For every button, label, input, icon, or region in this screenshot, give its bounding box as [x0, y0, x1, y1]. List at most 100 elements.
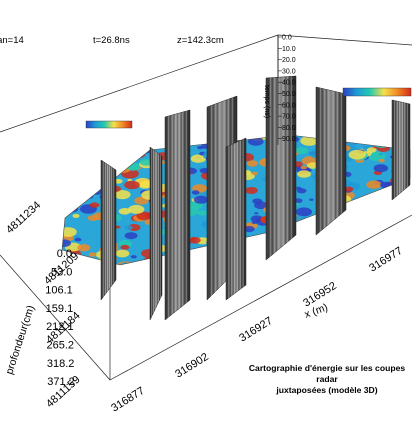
energy-patch: [115, 249, 130, 258]
energy-patch: [295, 147, 309, 155]
energy-patch: [248, 258, 261, 265]
energy-patch: [77, 200, 84, 204]
energy-patch: [80, 171, 90, 177]
energy-patch: [80, 178, 91, 185]
energy-patch: [359, 131, 364, 134]
energy-patch: [72, 213, 80, 218]
energy-patch: [193, 195, 209, 204]
time-tick-label: 60.0: [282, 102, 296, 109]
energy-patch: [310, 245, 328, 256]
x-tick-label: 316902: [173, 351, 210, 381]
energy-patch: [322, 233, 330, 238]
energy-patch: [349, 250, 367, 260]
energy-patch: [364, 246, 375, 253]
time-tick-label: 20.0: [282, 57, 296, 64]
time-tick-label: 70.0: [282, 114, 296, 121]
energy-patch: [343, 222, 354, 228]
energy-patch: [248, 236, 255, 240]
energy-patch: [114, 157, 120, 161]
energy-patch: [385, 224, 403, 234]
energy-patch: [128, 149, 146, 159]
energy-patch: [340, 246, 353, 253]
radar-sections: [100, 75, 411, 321]
energy-patch: [62, 153, 68, 159]
energy-patch: [245, 187, 258, 194]
energy-patch: [345, 257, 359, 265]
energy-patch: [62, 172, 74, 180]
energy-patch: [190, 154, 206, 163]
floating-colorbar: [85, 120, 133, 129]
depth-tick-label: 212.1: [46, 321, 74, 333]
energy-patch: [363, 240, 381, 250]
energy-patch: [307, 257, 322, 265]
energy-patch: [366, 147, 377, 153]
energy-patch: [306, 162, 319, 169]
energy-patch: [352, 266, 362, 272]
energy-patch: [363, 217, 373, 223]
energy-patch: [375, 195, 392, 205]
energy-patch: [120, 244, 130, 250]
energy-patch: [90, 135, 107, 140]
depth-tick-label: 0.0: [57, 248, 72, 260]
energy-patch: [301, 224, 306, 227]
energy-patch: [67, 188, 81, 197]
energy-patch: [74, 237, 82, 242]
energy-patch: [339, 255, 348, 260]
energy-patch: [341, 253, 358, 263]
energy-patch: [83, 157, 94, 163]
energy-patch: [390, 203, 403, 211]
energy-patch: [402, 256, 410, 263]
energy-patch: [83, 158, 101, 168]
energy-patch: [363, 256, 371, 261]
energy-patch: [347, 258, 354, 262]
energy-patch: [82, 185, 91, 191]
energy-patch: [83, 170, 93, 175]
depth-tick-label: 53.0: [51, 266, 72, 278]
time-tick-label: 80.0: [282, 125, 296, 132]
depth-tick-label: 318.2: [47, 358, 75, 370]
energy-patch: [243, 135, 255, 136]
energy-patch: [71, 160, 79, 165]
energy-patch: [351, 236, 361, 242]
energy-patch: [356, 208, 365, 213]
energy-patch: [313, 240, 328, 249]
energy-patch: [383, 200, 401, 211]
energy-patch: [130, 255, 137, 259]
energy-patch: [348, 149, 366, 160]
depth-tick-label: 106.1: [45, 285, 73, 297]
energy-patch: [305, 234, 314, 240]
energy-patch: [246, 252, 253, 256]
energy-patch: [89, 202, 100, 208]
energy-patch: [336, 251, 343, 255]
energy-patch: [344, 186, 354, 192]
energy-patch: [251, 135, 264, 138]
energy-patch: [62, 186, 70, 196]
energy-patch: [335, 251, 353, 261]
energy-patch: [392, 264, 402, 265]
caption-line-2: juxtaposées (modèle 3D): [276, 385, 378, 395]
energy-patch: [84, 140, 95, 147]
energy-patch: [198, 135, 207, 139]
energy-patch: [86, 135, 97, 136]
energy-patch: [314, 251, 320, 255]
energy-patch: [375, 135, 385, 141]
energy-patch: [340, 259, 357, 265]
energy-patch: [69, 152, 82, 159]
energy-patch: [343, 239, 360, 248]
energy-patch: [391, 233, 409, 243]
energy-patch: [340, 253, 357, 263]
energy-patch: [285, 264, 294, 265]
energy-patch: [124, 225, 133, 230]
energy-patch: [114, 190, 131, 200]
energy-patch: [66, 196, 76, 202]
depth-tick-label: 371.2: [47, 376, 75, 388]
energy-patch: [372, 214, 390, 224]
energy-patch: [301, 229, 314, 237]
energy-patch: [304, 255, 316, 262]
energy-patch: [139, 158, 153, 166]
energy-patch: [124, 135, 136, 138]
energy-patch: [300, 136, 319, 146]
energy-patch: [113, 161, 127, 169]
energy-patch: [124, 180, 140, 190]
